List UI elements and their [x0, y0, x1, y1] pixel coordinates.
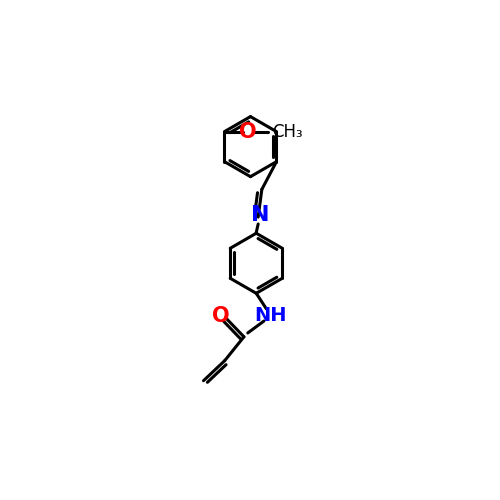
Text: CH₃: CH₃	[272, 122, 303, 140]
Text: O: O	[212, 306, 230, 326]
Text: N: N	[251, 205, 270, 225]
Text: NH: NH	[254, 306, 287, 325]
Text: O: O	[239, 122, 256, 142]
